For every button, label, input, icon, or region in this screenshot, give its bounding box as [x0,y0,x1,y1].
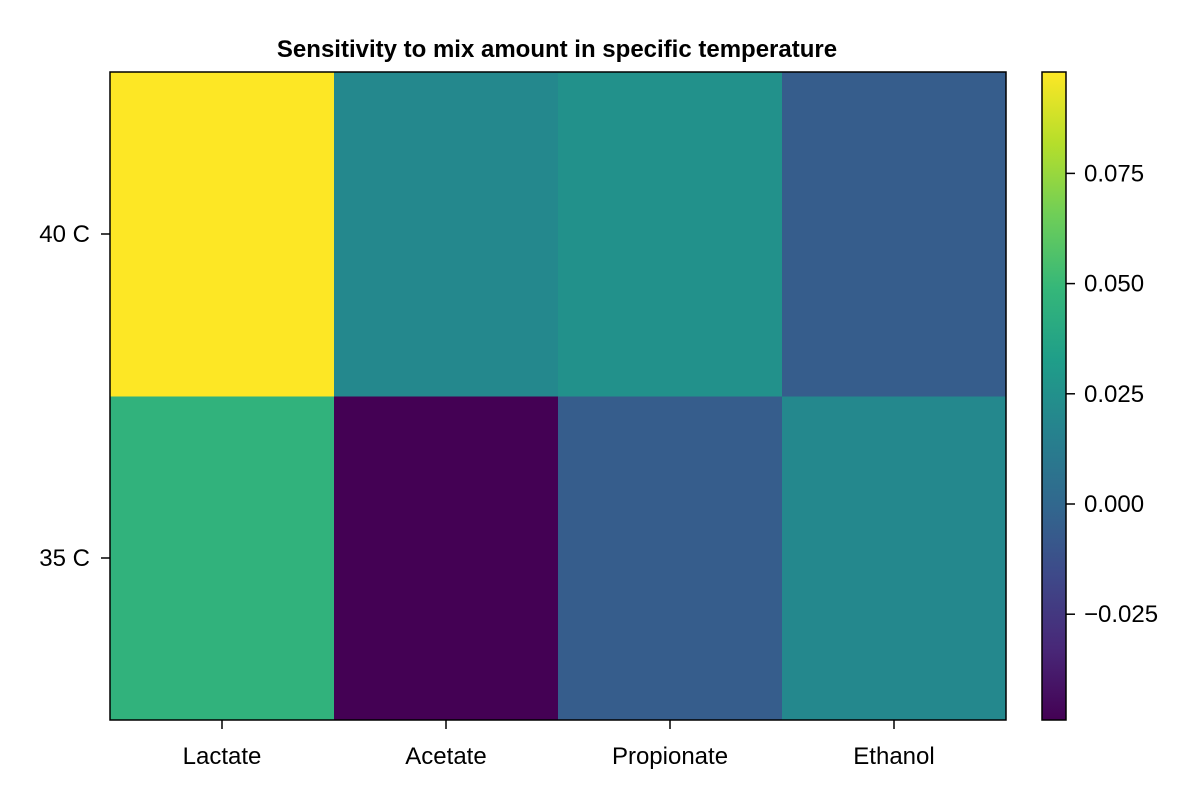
y-axis: 35 C 40 C [39,221,110,572]
heatmap-cells [110,72,1007,721]
x-tick-label: Propionate [612,743,728,770]
x-axis: Lactate Acetate Propionate Ethanol [183,720,935,770]
heatmap-cell-35-c-ethanol [782,396,1007,721]
y-tick-label: 35 C [39,545,90,572]
colorbar-tick-label: 0.075 [1084,160,1144,187]
colorbar-tick-label: 0.050 [1084,271,1144,298]
x-tick-label: Lactate [183,743,262,770]
heatmap-cell-35-c-propionate [558,396,783,721]
heatmap-cell-40-c-ethanol [782,72,1007,397]
y-tick-label: 40 C [39,221,90,248]
plot-frame [109,71,1007,721]
x-tick-label: Ethanol [853,743,934,770]
heatmap-cell-40-c-lactate [110,72,335,397]
colorbar-tick-label: −0.025 [1084,601,1158,628]
x-tick-label: Acetate [405,743,486,770]
colorbar-frame [1041,71,1067,721]
heatmap-cell-40-c-acetate [334,72,559,397]
colorbar-tick-label: 0.025 [1084,381,1144,408]
chart-title: Sensitivity to mix amount in specific te… [277,36,837,63]
colorbar-axis: −0.025 0.000 0.025 0.050 0.075 [1066,160,1158,628]
colorbar [1042,72,1066,720]
heatmap-cell-35-c-acetate [334,396,559,721]
heatmap-cell-40-c-propionate [558,72,783,397]
colorbar-tick-label: 0.000 [1084,491,1144,518]
heatmap-cell-35-c-lactate [110,396,335,721]
